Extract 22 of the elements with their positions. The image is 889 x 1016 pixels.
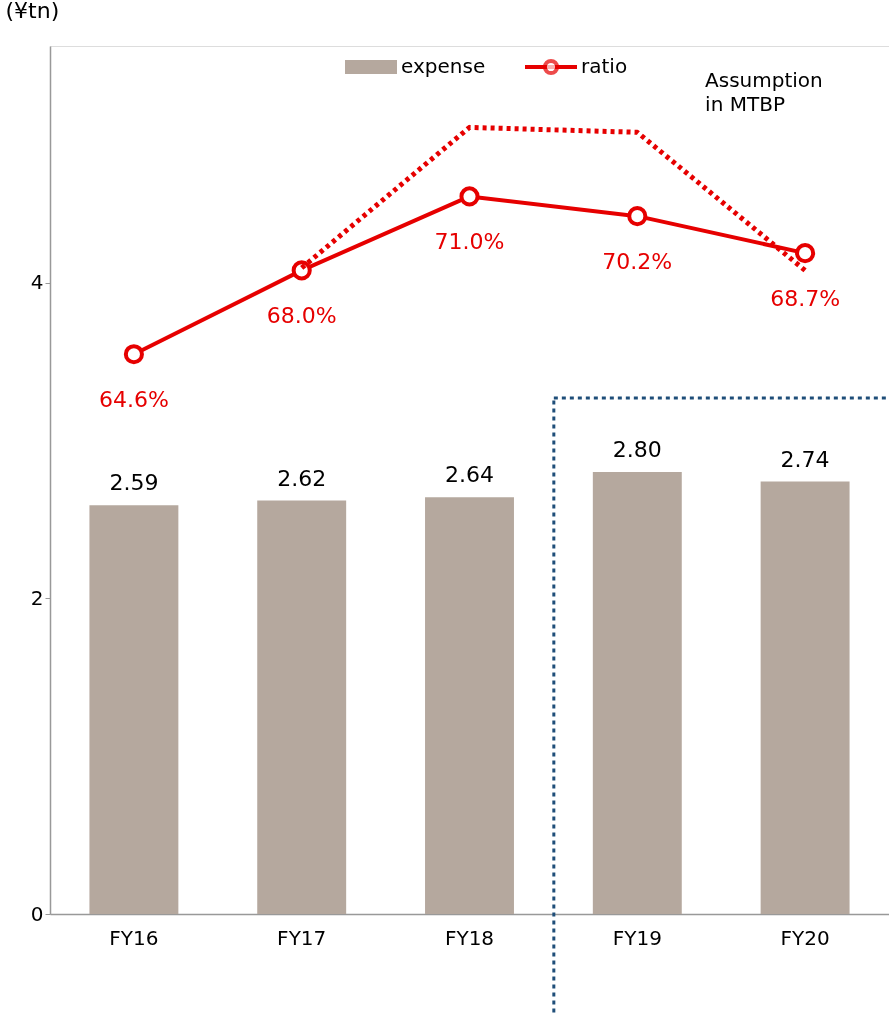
text: Assumption in MTBP (705, 68, 823, 116)
data-label: 2.64 (445, 462, 494, 488)
y-axis-title: (¥tn) (5, 0, 60, 23)
data-label: 2.80 (612, 437, 662, 463)
data-label: 70.2% (602, 249, 673, 275)
data-label: 2.59 (109, 470, 159, 496)
y-tick-label: 0 (30, 901, 44, 926)
data-label: 2.62 (277, 465, 327, 491)
data-label: 2.74 (780, 446, 830, 472)
data-label: 64.6% (98, 387, 169, 413)
x-tick-label: FY19 (612, 925, 662, 950)
legend-label: ratio (581, 54, 628, 78)
x-tick-label: FY20 (780, 925, 830, 950)
y-tick-label: 4 (30, 270, 44, 295)
x-tick-label: FY16 (109, 925, 159, 950)
x-tick-label: FY18 (444, 925, 495, 950)
x-tick-label: FY17 (277, 925, 327, 950)
data-label: 71.0% (434, 229, 505, 255)
data-label: 68.7% (770, 286, 841, 312)
y-tick-label: 2 (30, 585, 44, 610)
legend-label: expense (401, 54, 486, 78)
data-label: 68.0% (266, 303, 337, 329)
